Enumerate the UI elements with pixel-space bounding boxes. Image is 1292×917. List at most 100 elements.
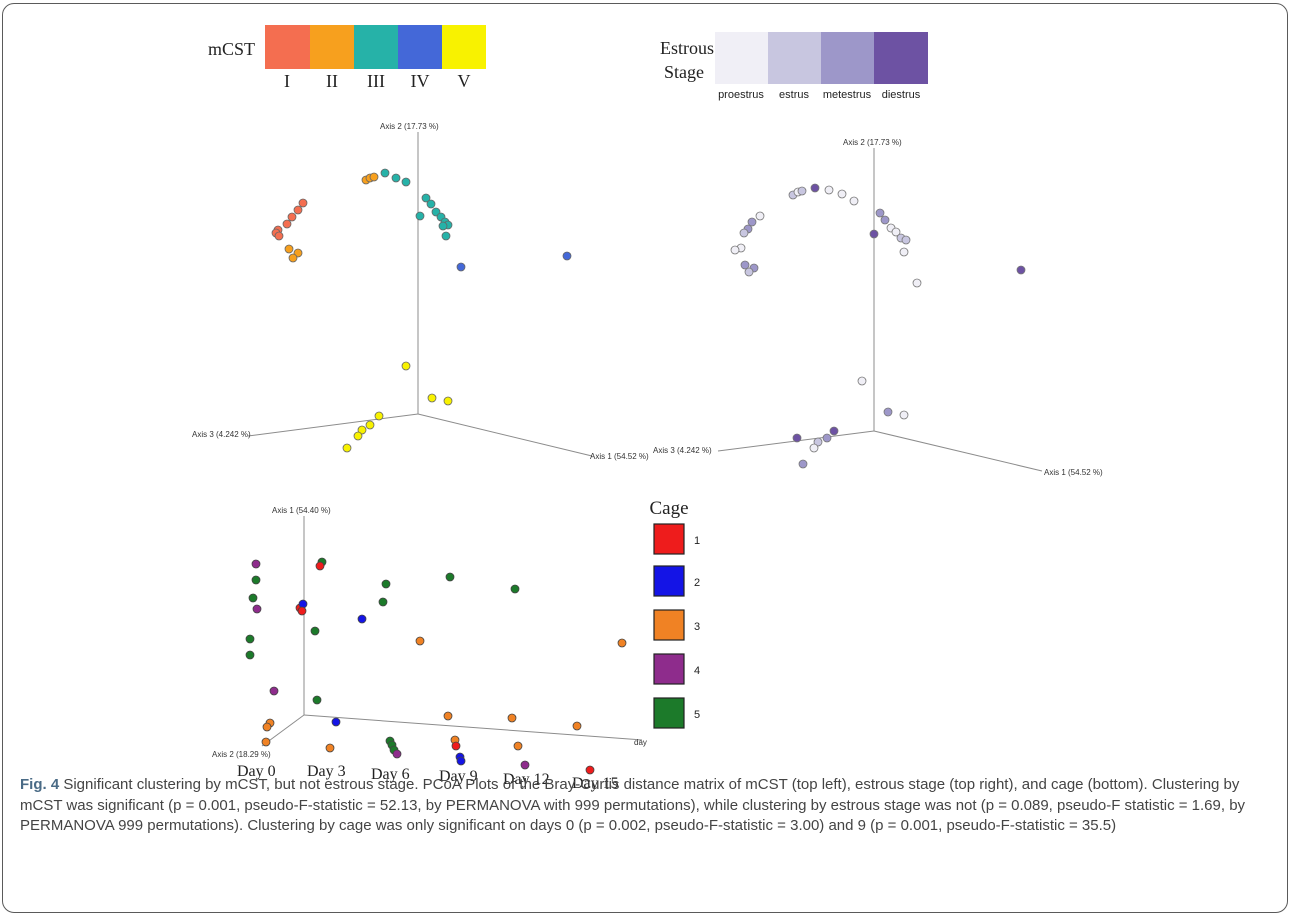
estrous-axis1-line (873, 430, 1043, 472)
mcst-swatch-I (265, 25, 310, 69)
mcst-point-3 (380, 168, 390, 178)
day-label-12: Day 12 (503, 771, 550, 788)
cage-axis2-label: Axis 2 (18.29 %) (212, 750, 271, 759)
figure-frame (2, 3, 1288, 913)
estrous-axis1-label: Axis 1 (54.52 %) (1044, 468, 1103, 477)
mcst-axis1-label: Axis 1 (54.52 %) (590, 452, 649, 461)
estrous-label-metestrus: metestrus (823, 89, 872, 101)
cage-point-34 (451, 741, 461, 751)
cage-day-axis-line (303, 714, 643, 741)
estrous-axis3-label: Axis 3 (4.242 %) (653, 446, 712, 455)
estrous-point-10 (739, 228, 749, 238)
day-label-0: Day 0 (237, 763, 276, 780)
cage-point-2 (248, 593, 258, 603)
panel-estrous-axes (717, 148, 1043, 472)
cage-legend-title: Cage (649, 498, 688, 519)
cage-swatch-3 (653, 609, 685, 641)
estrous-label-proestrus: proestrus (718, 89, 764, 101)
estrous-swatch-metestrus (821, 32, 874, 84)
mcst-label-III: III (367, 71, 385, 91)
cage-point-32 (392, 749, 402, 759)
mcst-point-2 (369, 172, 379, 182)
mcst-point-32 (357, 425, 367, 435)
estrous-swatch-estrus (768, 32, 821, 84)
mcst-point-6 (298, 198, 308, 208)
cage-point-9 (310, 626, 320, 636)
caption-text: Significant clustering by mCST, but not … (20, 776, 1246, 834)
estrous-point-3 (810, 183, 820, 193)
day-labels: Day 0 Day 3 Day 6 Day 9 Day 12 Day 15 (237, 763, 619, 792)
mcst-axis3-line (247, 413, 419, 437)
mcst-point-31 (365, 420, 375, 430)
panel-mcst-axes (247, 132, 593, 457)
mcst-point-12 (274, 231, 284, 241)
cage-swatch-1 (653, 523, 685, 555)
estrous-legend: Estrous Stage proestrus estrus metestrus… (660, 32, 928, 101)
estrous-point-34 (798, 459, 808, 469)
cage-point-19 (269, 686, 279, 696)
mcst-label-I: I (284, 71, 290, 91)
mcst-axis2-label: Axis 2 (17.73 %) (380, 122, 439, 131)
mcst-point-33 (353, 431, 363, 441)
cage-point-0 (251, 559, 261, 569)
estrous-label-estrus: estrus (779, 89, 809, 101)
estrous-point-16 (901, 235, 911, 245)
cage-point-11 (245, 650, 255, 660)
mcst-points (271, 168, 572, 453)
cage-day-axis-label: day (634, 738, 647, 747)
estrous-point-7 (755, 211, 765, 221)
cage-point-3 (252, 604, 262, 614)
cage-swatch-4 (653, 653, 685, 685)
estrous-swatch-diestrus (874, 32, 928, 84)
cage-label-3: 3 (694, 621, 700, 633)
estrous-point-11 (875, 208, 885, 218)
mcst-axis1-line (417, 413, 593, 457)
mcst-point-8 (287, 212, 297, 222)
mcst-point-29 (443, 396, 453, 406)
mcst-swatch-II (310, 25, 354, 69)
estrous-legend-title-line2: Stage (664, 62, 704, 82)
cage-label-1: 1 (694, 535, 700, 547)
mcst-swatch-V (442, 25, 486, 69)
estrous-point-8 (747, 217, 757, 227)
caption-fig-label: Fig. 4 (20, 776, 60, 793)
estrous-point-32 (809, 443, 819, 453)
estrous-point-29 (829, 426, 839, 436)
cage-points (245, 557, 627, 775)
estrous-point-22 (740, 260, 750, 270)
mcst-legend: mCST I II III IV V (208, 25, 486, 91)
cage-point-16 (357, 614, 367, 624)
estrous-point-24 (744, 267, 754, 277)
cage-point-27 (572, 721, 582, 731)
cage-point-24 (331, 717, 341, 727)
estrous-point-19 (912, 278, 922, 288)
day-label-6: Day 6 (371, 766, 410, 783)
cage-point-38 (520, 760, 530, 770)
cage-point-5 (315, 561, 325, 571)
mcst-point-14 (426, 199, 436, 209)
cage-point-1 (251, 575, 261, 585)
cage-point-22 (262, 722, 272, 732)
estrous-legend-title-line1: Estrous (660, 38, 714, 58)
cage-swatch-2 (653, 565, 685, 597)
figure-caption: Fig. 4 Significant clustering by mCST, b… (20, 775, 1282, 837)
cage-point-12 (381, 579, 391, 589)
estrous-point-12 (880, 215, 890, 225)
mcst-point-9 (282, 219, 292, 229)
cage-point-8 (297, 606, 307, 616)
cage-swatch-5 (653, 697, 685, 729)
mcst-point-27 (401, 361, 411, 371)
cage-label-4: 4 (694, 665, 700, 677)
cage-point-14 (445, 572, 455, 582)
estrous-swatch-proestrus (715, 32, 768, 84)
estrous-point-27 (883, 407, 893, 417)
cage-point-26 (507, 713, 517, 723)
estrous-point-18 (899, 247, 909, 257)
mcst-point-34 (342, 443, 352, 453)
cage-point-17 (415, 636, 425, 646)
cage-point-25 (443, 711, 453, 721)
cage-point-28 (325, 743, 335, 753)
estrous-point-26 (857, 376, 867, 386)
estrous-point-31 (813, 437, 823, 447)
